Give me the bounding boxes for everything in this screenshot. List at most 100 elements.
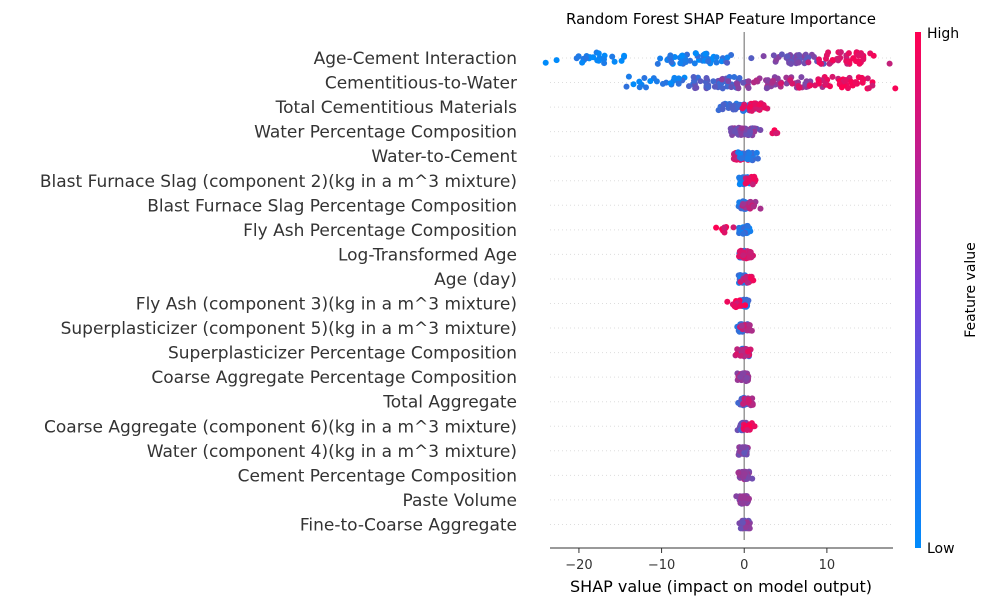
shap-point	[763, 85, 770, 92]
shap-point	[750, 79, 757, 86]
shap-point	[693, 84, 700, 91]
shap-point	[855, 52, 862, 59]
shap-point	[746, 150, 753, 157]
shap-point	[609, 53, 616, 60]
shap-point	[741, 471, 748, 477]
shap-point	[721, 224, 728, 231]
feature-label: Cementitious-to-Water	[325, 74, 517, 94]
feature-label: Water-to-Cement	[371, 147, 517, 167]
shap-point	[659, 80, 666, 87]
shap-point	[770, 52, 777, 59]
shap-point	[774, 75, 781, 82]
x-tick-label: 0	[740, 558, 748, 573]
shap-point	[678, 52, 685, 59]
shap-point	[823, 52, 830, 59]
shap-point	[827, 83, 833, 90]
shap-point	[744, 155, 751, 161]
feature-label: Total Cementitious Materials	[275, 98, 518, 118]
shap-point	[745, 348, 751, 355]
chart-title: Random Forest SHAP Feature Importance	[566, 10, 876, 28]
shap-point	[621, 52, 628, 59]
shap-point	[542, 59, 549, 66]
shap-point	[737, 150, 744, 157]
shap-point	[735, 85, 742, 92]
shap-point	[724, 54, 731, 61]
shap-point	[736, 174, 743, 181]
shap-point	[595, 50, 602, 57]
shap-point	[829, 57, 836, 63]
feature-label: Blast Furnace Slag Percentage Compositio…	[147, 196, 517, 216]
shap-point	[745, 396, 752, 403]
shap-point	[705, 84, 712, 91]
shap-point	[720, 101, 727, 108]
shap-point	[643, 84, 649, 91]
shap-point	[729, 105, 736, 112]
shap-point	[743, 524, 749, 531]
colorbar	[915, 32, 921, 548]
shap-point	[746, 322, 753, 329]
shap-point	[711, 83, 718, 90]
shap-point	[721, 229, 728, 236]
shap-point	[843, 58, 850, 65]
shap-point	[690, 74, 697, 80]
shap-point	[787, 77, 794, 84]
shap-point	[740, 230, 747, 237]
shap-point	[641, 75, 648, 81]
feature-label: Paste Volume	[402, 491, 517, 511]
shap-point	[601, 56, 607, 63]
shap-point	[734, 346, 741, 353]
shap-point	[740, 104, 747, 111]
shap-point	[745, 78, 752, 85]
shap-point	[713, 59, 720, 66]
shap-point	[725, 78, 732, 85]
shap-point	[724, 59, 731, 66]
shap-point	[691, 60, 698, 67]
shap-point	[737, 374, 744, 380]
shap-point	[736, 75, 743, 81]
shap-point	[738, 347, 745, 354]
shap-point	[812, 82, 819, 89]
shap-point	[728, 84, 735, 91]
shap-point	[654, 60, 661, 67]
shap-point	[815, 78, 822, 85]
shap-point	[770, 77, 777, 84]
shap-point	[647, 78, 654, 85]
x-tick-label: −10	[648, 558, 675, 573]
shap-point	[838, 84, 845, 91]
shap-point	[855, 58, 862, 65]
shap-point	[623, 83, 630, 90]
shap-point	[751, 423, 758, 430]
shap-point	[816, 56, 822, 63]
shap-point	[738, 322, 745, 329]
shap-point	[583, 55, 589, 62]
shap-point	[773, 130, 780, 137]
shap-point	[657, 55, 664, 62]
shap-point	[829, 73, 836, 80]
shap-point	[757, 205, 764, 212]
x-axis-label: SHAP value (impact on model output)	[570, 577, 872, 596]
shap-point	[747, 128, 754, 135]
shap-point	[636, 78, 643, 85]
feature-label: Coarse Aggregate Percentage Composition	[151, 368, 517, 388]
shap-point	[740, 444, 747, 451]
shap-point	[742, 302, 749, 309]
shap-point	[798, 74, 805, 81]
shap-point	[746, 495, 752, 502]
feature-label: Log-Transformed Age	[338, 245, 517, 265]
shap-point	[727, 125, 734, 132]
shap-point	[705, 58, 711, 65]
shap-point	[731, 74, 738, 80]
shap-point	[724, 298, 731, 305]
shap-point	[703, 75, 710, 81]
feature-label: Fly Ash (component 3)(kg in a m^3 mixtur…	[136, 295, 517, 315]
shap-point	[850, 55, 857, 62]
shap-point	[675, 80, 682, 87]
shap-point	[579, 59, 586, 66]
shap-point	[740, 400, 747, 407]
shap-point	[745, 178, 752, 184]
shap-point	[837, 54, 844, 61]
shap-point	[806, 82, 813, 89]
shap-point	[865, 85, 872, 92]
feature-label: Blast Furnace Slag (component 2)(kg in a…	[40, 172, 517, 192]
shap-point	[749, 401, 756, 408]
